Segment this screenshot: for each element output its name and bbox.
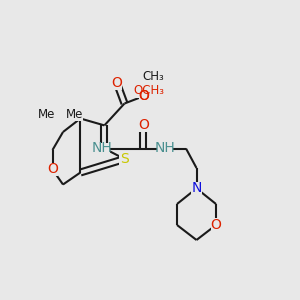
Text: NH: NH	[154, 142, 176, 155]
Text: O: O	[112, 76, 122, 90]
Bar	[38, 109, 55, 121]
Text: OCH₃: OCH₃	[133, 83, 164, 97]
Text: O: O	[139, 89, 149, 103]
Bar	[119, 152, 130, 166]
Bar	[157, 142, 173, 155]
Bar	[143, 70, 163, 83]
Text: NH: NH	[92, 142, 112, 155]
Text: Me: Me	[38, 108, 55, 121]
Text: Me: Me	[66, 108, 84, 121]
Text: O: O	[138, 118, 149, 132]
Bar	[47, 163, 58, 176]
Text: O: O	[211, 218, 221, 232]
Bar	[112, 77, 122, 90]
Bar	[135, 82, 162, 98]
Bar	[211, 218, 221, 232]
Bar	[67, 109, 83, 121]
Text: CH₃: CH₃	[142, 70, 164, 83]
Text: N: N	[191, 182, 202, 195]
Bar	[139, 91, 149, 101]
Bar	[94, 142, 110, 154]
Text: O: O	[47, 163, 58, 176]
Text: O: O	[139, 89, 149, 103]
Bar	[138, 119, 149, 132]
Bar	[139, 89, 149, 103]
Bar	[191, 182, 202, 195]
Text: S: S	[120, 152, 129, 166]
